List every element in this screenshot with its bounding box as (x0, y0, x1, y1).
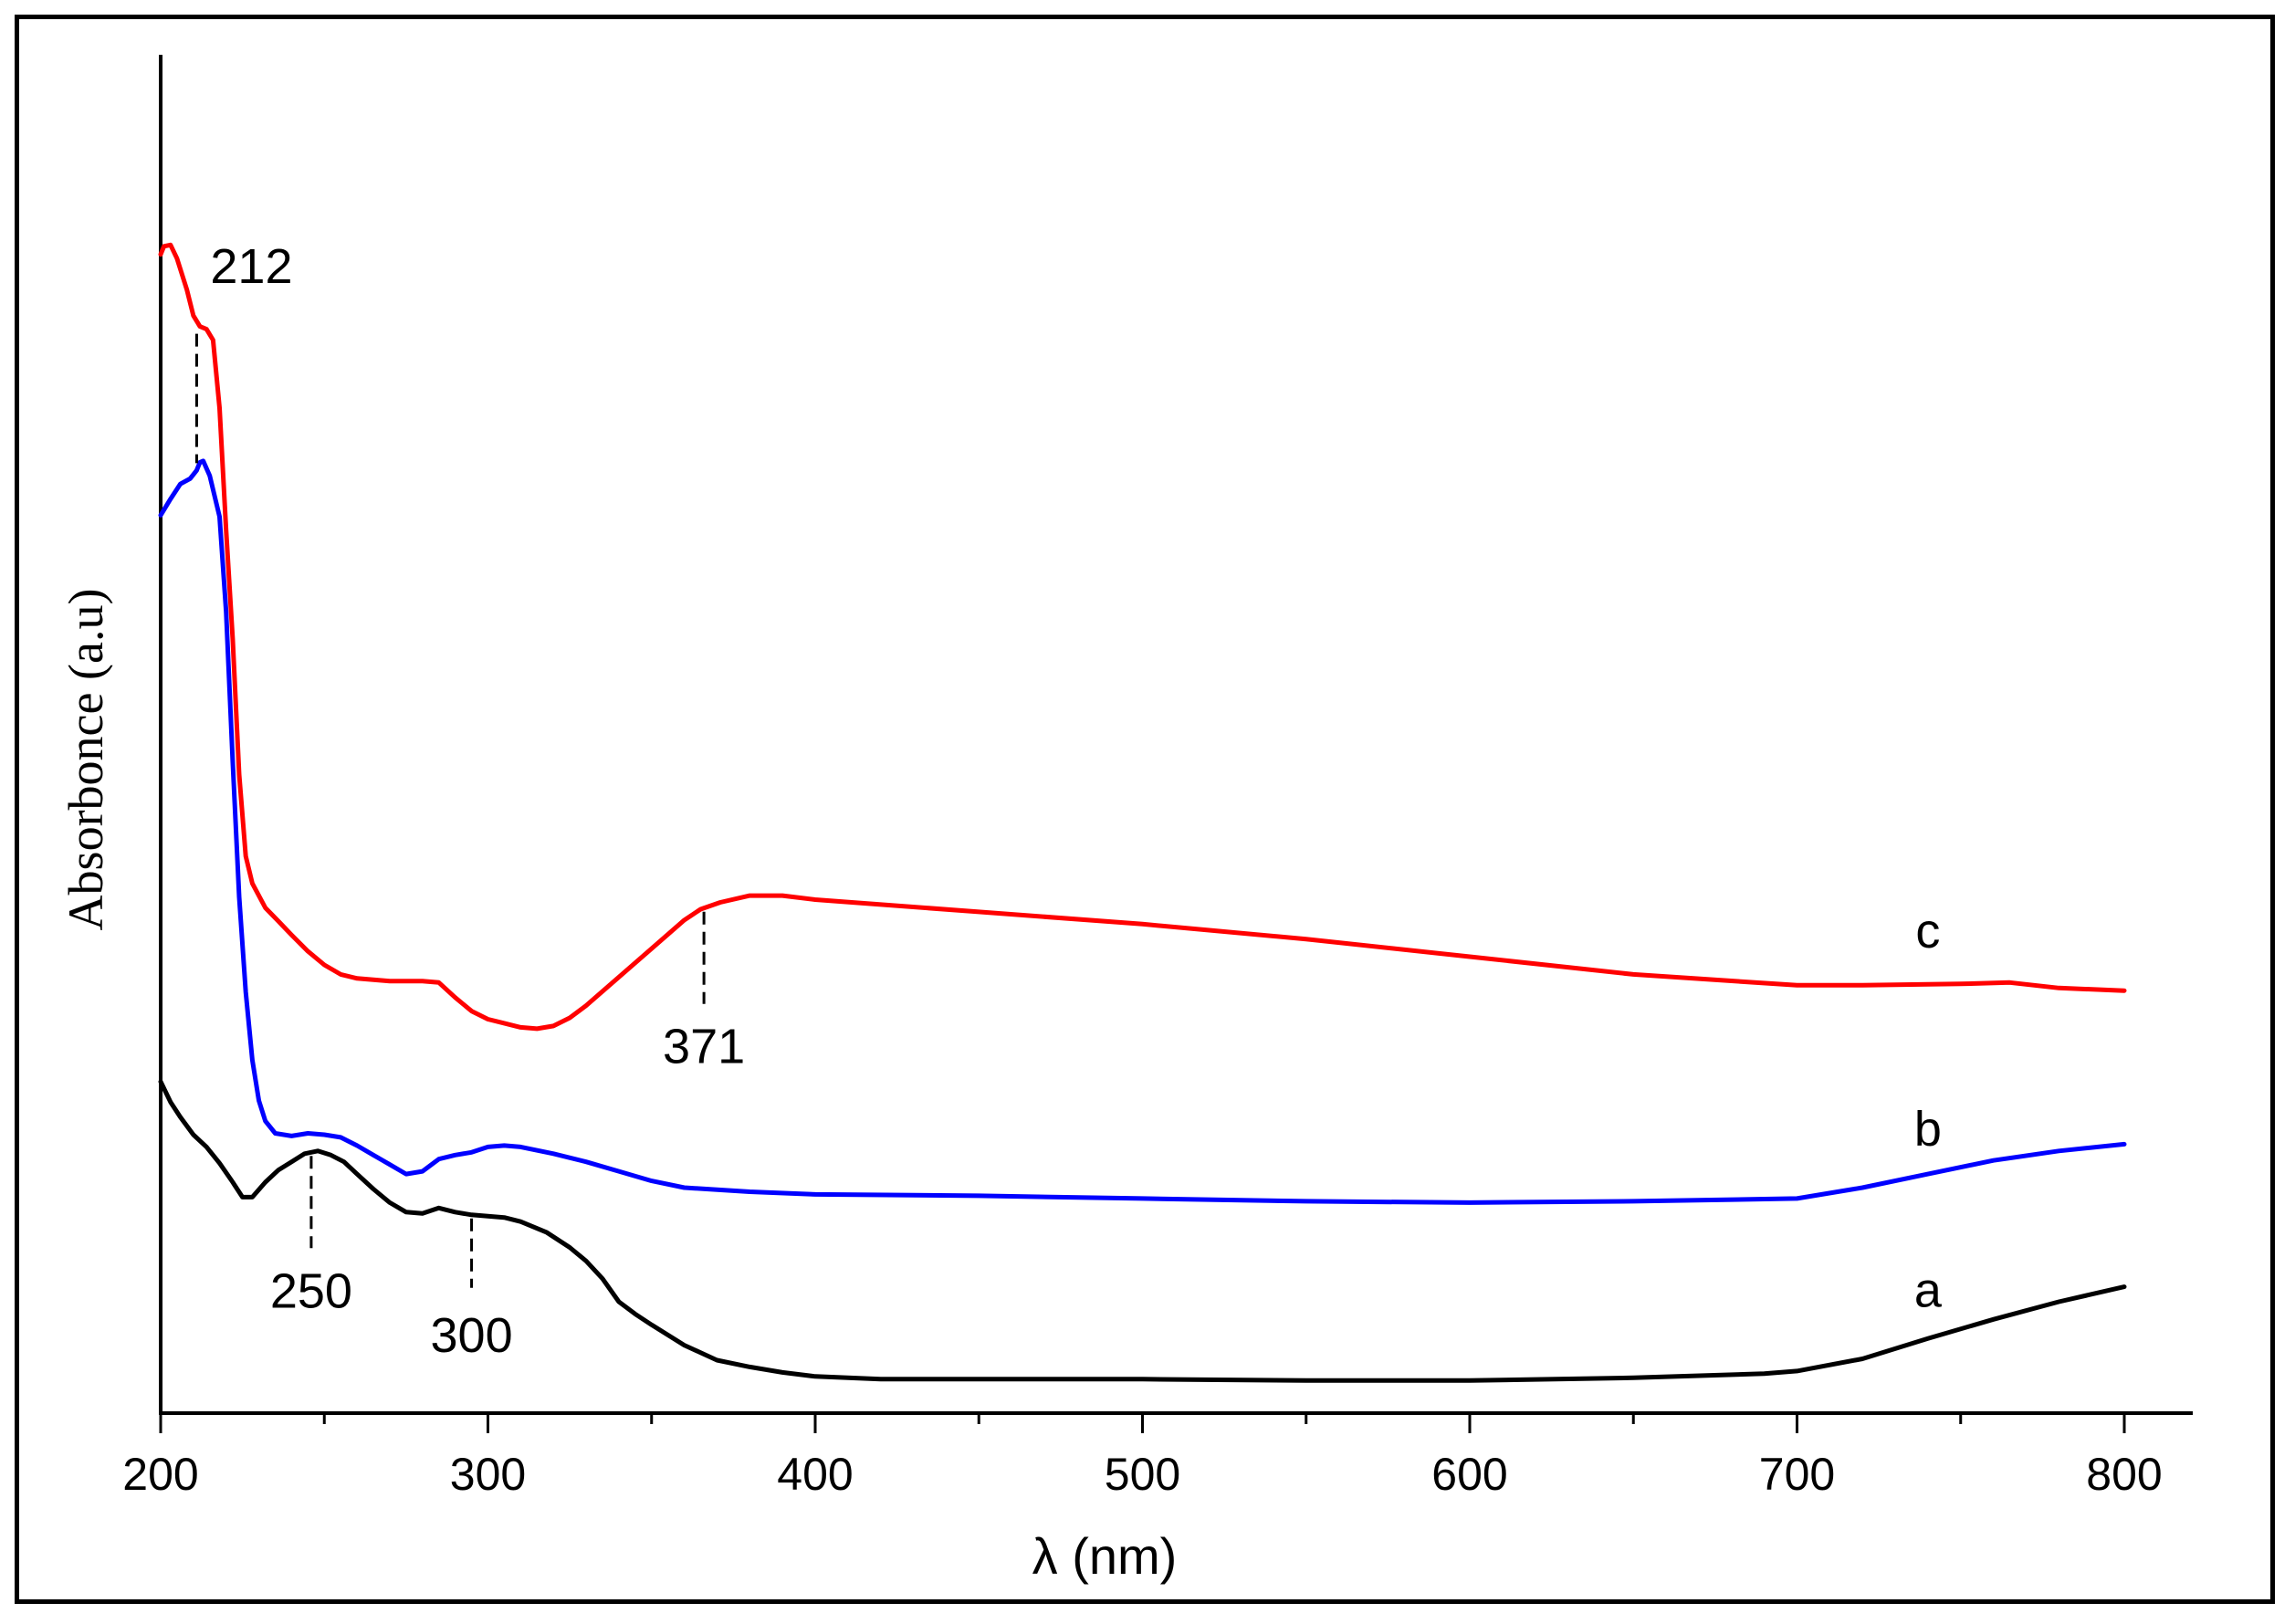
x-tick-label: 300 (450, 1449, 526, 1500)
series-label-b: b (1914, 1102, 1942, 1157)
annotation-label: 371 (663, 1020, 745, 1074)
x-tick-label: 400 (777, 1449, 853, 1500)
x-tick-label: 600 (1431, 1449, 1507, 1500)
series-label-c: c (1915, 904, 1940, 959)
annotation-label: 212 (210, 239, 292, 294)
x-tick-label: 200 (122, 1449, 198, 1500)
x-axis-title: λ (nm) (1032, 1527, 1178, 1585)
annotation-label: 250 (270, 1263, 352, 1318)
annotation-label: 300 (431, 1308, 513, 1363)
x-ticks: 200 300 400 500 600 700 800 (122, 1413, 2163, 1500)
annotation-layer: 212 250 300 371 (194, 239, 745, 1363)
series-line-a (158, 1079, 2127, 1383)
x-tick-label: 500 (1105, 1449, 1180, 1500)
x-tick-label: 700 (1759, 1449, 1835, 1500)
series-label-a: a (1914, 1263, 1943, 1317)
figure-frame (15, 15, 2275, 1604)
x-tick-label: 800 (2086, 1449, 2162, 1500)
series-line-b (158, 458, 2127, 1205)
series-line-c (158, 242, 2127, 1032)
axes (159, 55, 2193, 1415)
series-layer (158, 242, 2127, 1383)
y-axis-title: Absorbonce (a.u) (58, 589, 113, 931)
series-label-layer: a b c (1914, 904, 1943, 1318)
